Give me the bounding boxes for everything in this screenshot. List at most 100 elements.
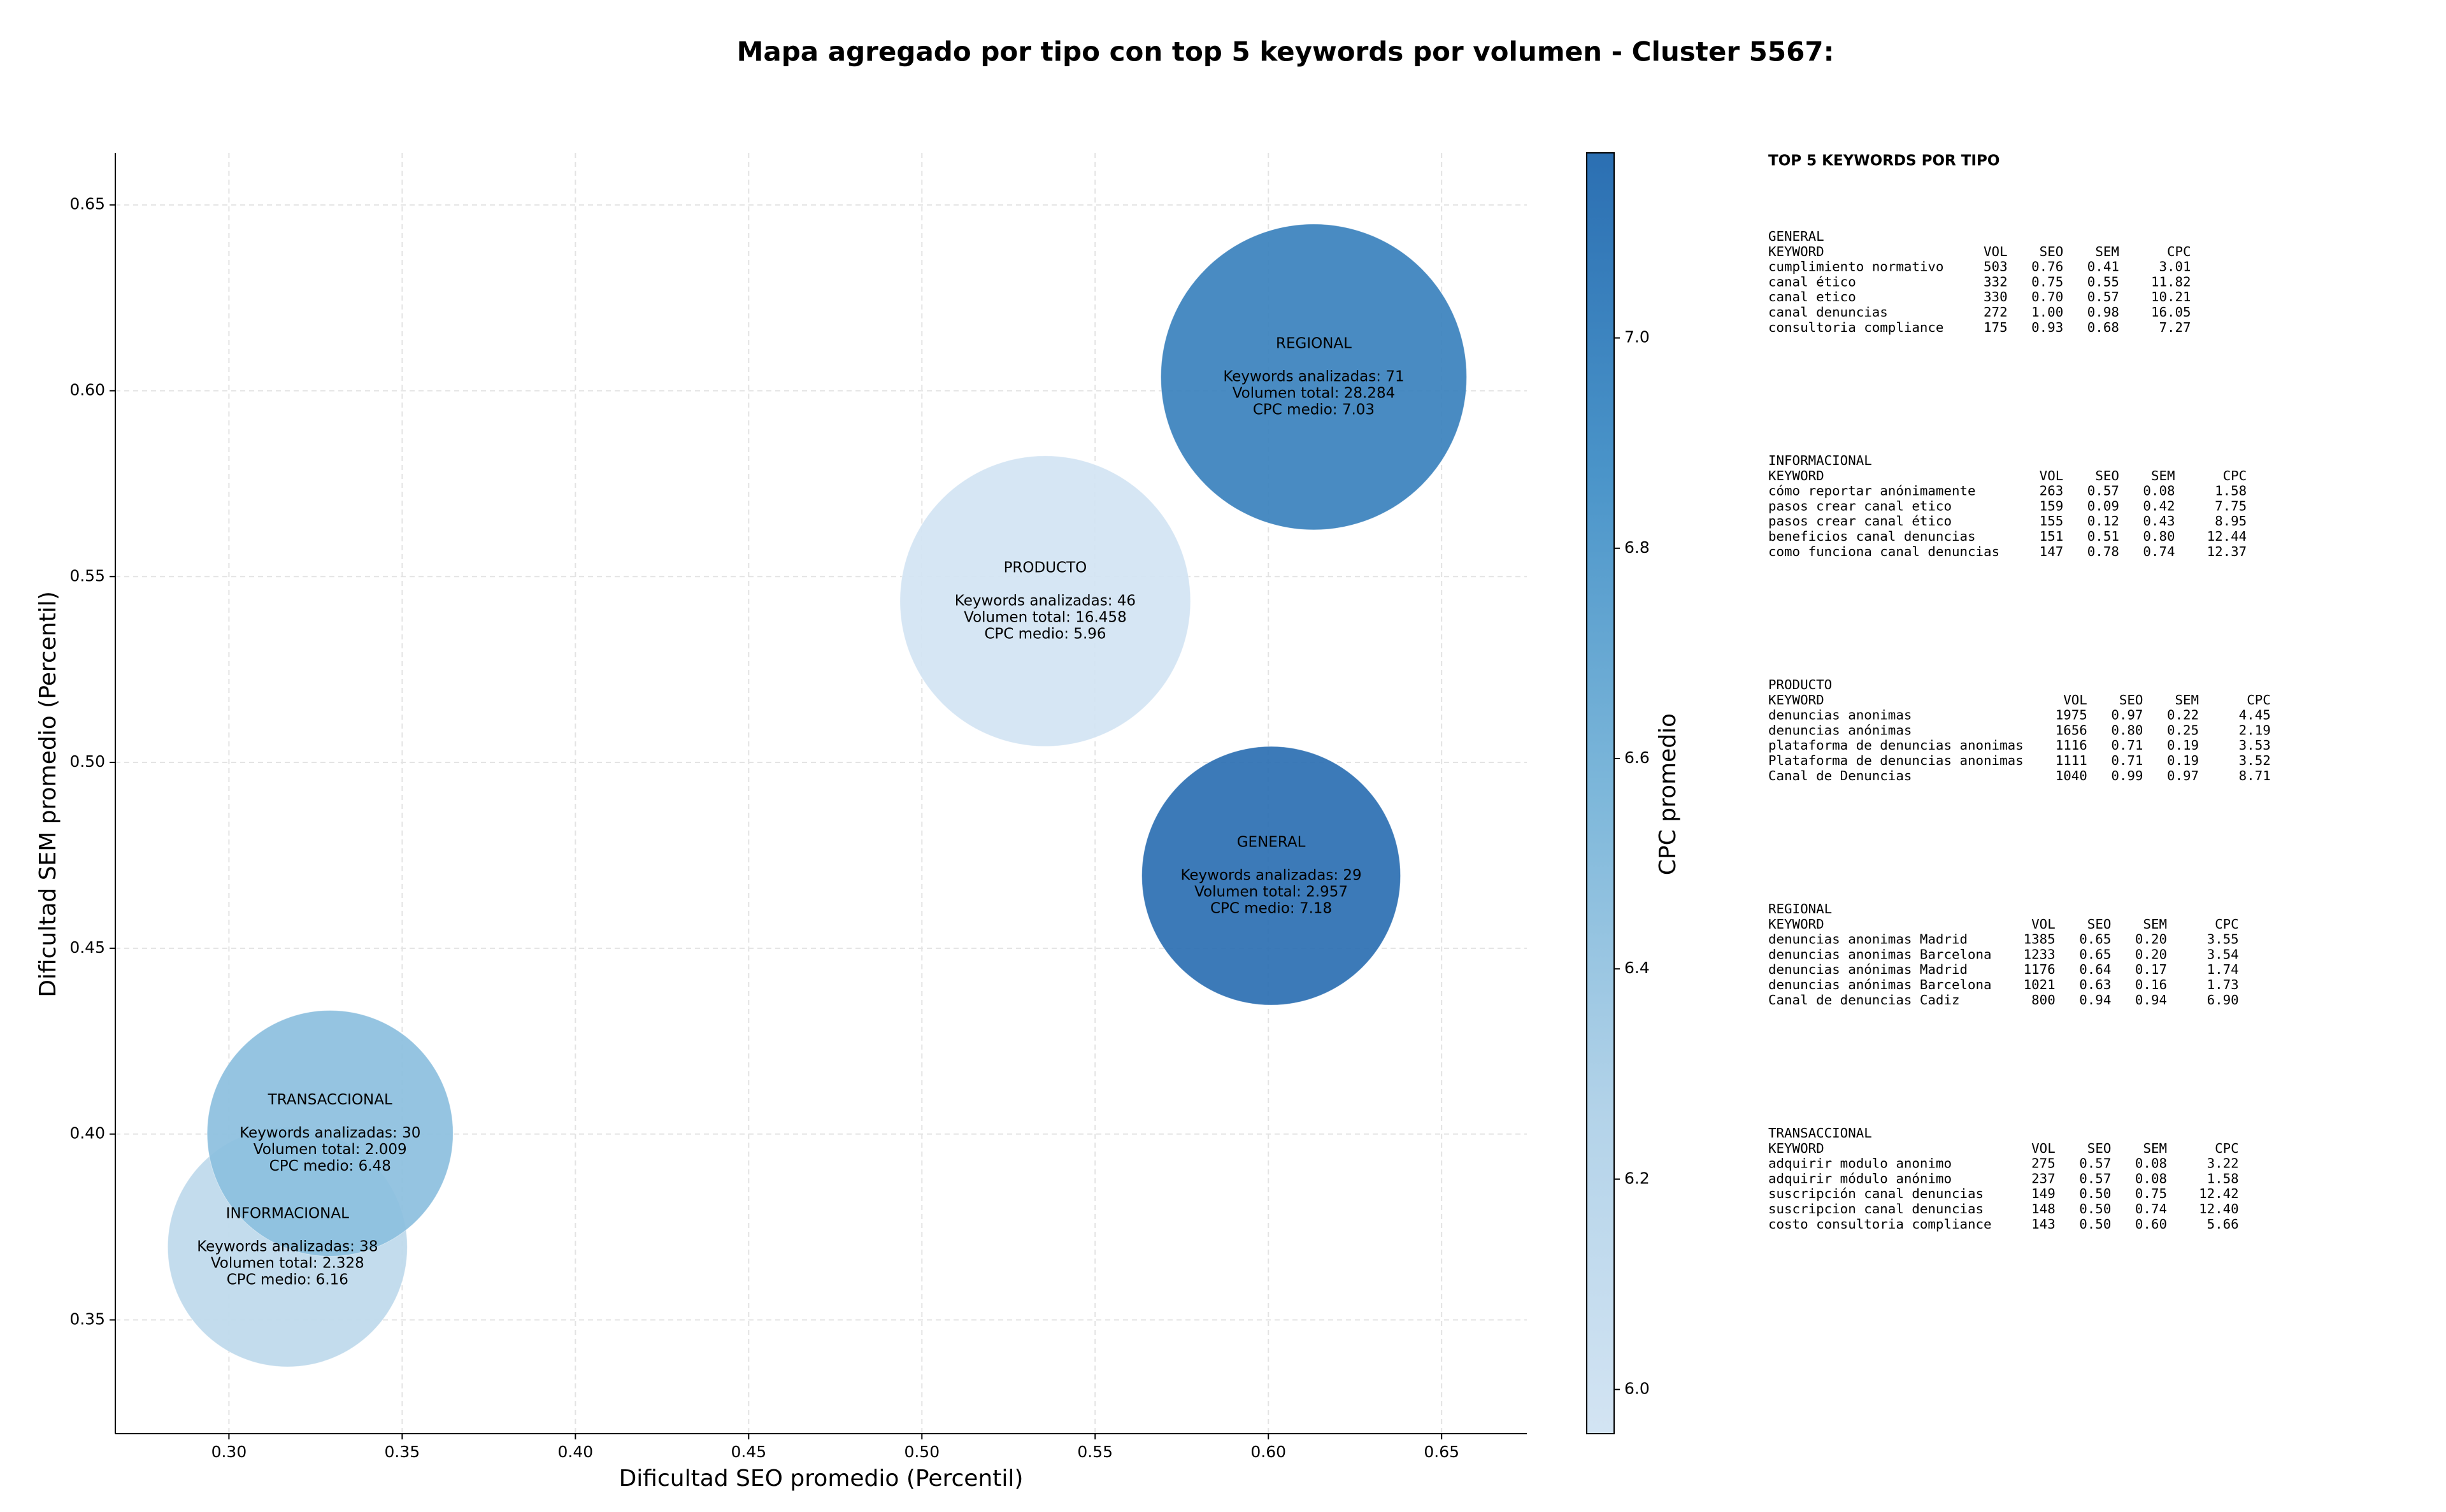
table-cell: 0.65 (2079, 932, 2111, 947)
bubble (1160, 224, 1467, 531)
table-cell: 151 (2040, 529, 2064, 544)
table-cell: 8.71 (2239, 768, 2271, 783)
table-cell: 175 (1984, 320, 2008, 335)
table-cell: 1656 (2056, 722, 2087, 738)
bubble-annotation: CPC medio: 6.48 (269, 1158, 391, 1174)
table-cell: 0.09 (2087, 498, 2119, 513)
table-header: KEYWORD (1768, 244, 1824, 259)
y-axis-label: Dificultad SEM promedio (Percentil) (35, 591, 61, 997)
bubble-annotation: Volumen total: 16.458 (964, 609, 1127, 625)
table-cell: 0.80 (2111, 722, 2143, 738)
table-cell: 0.70 (2031, 289, 2063, 304)
table-cell: 0.57 (2079, 1171, 2111, 1186)
table-cell: 0.97 (2111, 708, 2143, 723)
table-cell: 0.76 (2031, 259, 2063, 275)
table-cell: canal denuncias (1768, 304, 1888, 320)
colorbar-tick-label: 6.4 (1624, 959, 1650, 977)
table-cell: 0.98 (2087, 304, 2119, 320)
bubble-annotation: CPC medio: 5.96 (984, 625, 1106, 642)
table-cell: 503 (1984, 259, 2008, 275)
y-tick-label: 0.60 (69, 380, 105, 399)
table-cell: 1.58 (2207, 1171, 2239, 1186)
x-tick-label: 0.65 (1424, 1443, 1459, 1461)
table-cell: 3.55 (2207, 932, 2239, 947)
table-header: KEYWORD (1768, 468, 1824, 483)
bubble-label: PRODUCTO (1004, 559, 1087, 576)
colorbar-tick-label: 6.6 (1624, 748, 1650, 767)
table-cell: 0.08 (2135, 1171, 2167, 1186)
table-cell: 148 (2031, 1201, 2056, 1216)
table-cell: 0.75 (2031, 274, 2063, 289)
table-cell: como funciona canal denuncias (1768, 544, 1999, 559)
table-cell: denuncias anónimas (1768, 722, 1912, 738)
table-header: SEM (2143, 916, 2167, 932)
table-cell: 143 (2031, 1216, 2056, 1232)
table-header: CPC (2215, 916, 2239, 932)
table-cell: 0.17 (2135, 962, 2167, 977)
table-cell: costo consultoria compliance (1768, 1216, 1992, 1232)
table-cell: 1385 (2024, 932, 2056, 947)
table-header: VOL (2031, 1141, 2056, 1156)
table-cell: 12.44 (2207, 529, 2247, 544)
table-cell: consultoria compliance (1768, 320, 1943, 335)
group-name: PRODUCTO (1768, 677, 1832, 692)
y-tick-label: 0.40 (69, 1124, 105, 1143)
table-header: VOL (2031, 916, 2056, 932)
table-cell: 149 (2031, 1186, 2056, 1201)
table-cell: 800 (2031, 992, 2056, 1008)
table-header: SEO (2095, 468, 2119, 483)
table-cell: 0.57 (2087, 483, 2119, 499)
table-header: SEM (2151, 468, 2175, 483)
table-cell: 4.45 (2239, 708, 2271, 723)
table-cell: 7.75 (2215, 498, 2247, 513)
table-cell: pasos crear canal etico (1768, 498, 1952, 513)
x-tick-label: 0.30 (211, 1443, 247, 1461)
colorbar-tick-label: 6.0 (1624, 1380, 1650, 1398)
table-cell: 0.78 (2087, 544, 2119, 559)
table-cell: 11.82 (2151, 274, 2191, 289)
table-cell: 0.20 (2135, 932, 2167, 947)
table-cell: 8.95 (2215, 513, 2247, 529)
bubble (206, 1009, 454, 1257)
group-name: REGIONAL (1768, 901, 1832, 916)
table-cell: 3.53 (2239, 738, 2271, 753)
y-tick-label: 0.50 (69, 752, 105, 771)
table-cell: 0.63 (2079, 977, 2111, 992)
table-cell: 0.71 (2111, 753, 2143, 768)
table-cell: 0.08 (2135, 1156, 2167, 1171)
colorbar-label: CPC promedio (1655, 713, 1681, 875)
table-cell: 1233 (2024, 946, 2056, 962)
table-cell: 330 (1984, 289, 2008, 304)
table-cell: 1116 (2056, 738, 2087, 753)
table-cell: pasos crear canal ético (1768, 513, 1952, 529)
table-cell: 0.99 (2111, 768, 2143, 783)
table-cell: adquirir módulo anónimo (1768, 1171, 1952, 1186)
table-cell: 0.50 (2079, 1216, 2111, 1232)
table-cell: 0.19 (2167, 753, 2199, 768)
table-cell: plataforma de denuncias anonimas (1768, 738, 2024, 753)
table-cell: 0.94 (2135, 992, 2167, 1008)
table-cell: 0.68 (2087, 320, 2119, 335)
bubble-annotation: Keywords analizadas: 46 (955, 592, 1136, 609)
table-cell: 0.74 (2135, 1201, 2167, 1216)
bubble-label: REGIONAL (1276, 335, 1352, 352)
table-cell: denuncias anónimas Barcelona (1768, 977, 1992, 992)
group-name: INFORMACIONAL (1768, 453, 1872, 468)
bubble-annotation: CPC medio: 7.18 (1210, 901, 1332, 917)
y-tick-label: 0.65 (69, 195, 105, 213)
table-cell: 0.43 (2143, 513, 2175, 529)
table-cell: 263 (2040, 483, 2064, 499)
table-cell: 0.08 (2143, 483, 2175, 499)
x-tick-label: 0.60 (1250, 1443, 1286, 1461)
table-cell: 0.20 (2135, 946, 2167, 962)
table-header: SEO (2087, 1141, 2112, 1156)
table-cell: 0.94 (2079, 992, 2111, 1008)
table-cell: 1111 (2056, 753, 2087, 768)
group-name: TRANSACCIONAL (1768, 1125, 1872, 1141)
table-cell: 1.73 (2207, 977, 2239, 992)
table-cell: 0.25 (2167, 722, 2199, 738)
table-header: KEYWORD (1768, 916, 1824, 932)
table-cell: 10.21 (2151, 289, 2191, 304)
